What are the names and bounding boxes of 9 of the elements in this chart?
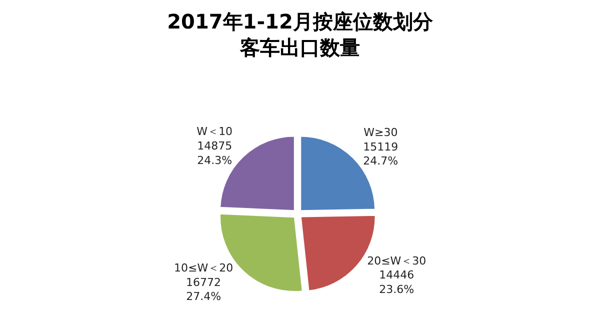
slice-label: W＜10 bbox=[196, 125, 233, 138]
data-label: 15119 24.7% bbox=[363, 140, 398, 168]
slice-label: W≥30 bbox=[364, 126, 398, 140]
data-label: 14875 24.3% bbox=[197, 139, 232, 167]
data-label: 14446 23.6% bbox=[379, 268, 414, 296]
slice-label: 20≤W＜30 bbox=[367, 254, 426, 268]
data-label: 16772 27.4% bbox=[186, 276, 222, 304]
chart-title: 2017年1-12月按座位数划分客车出口数量 bbox=[167, 10, 434, 60]
slice-label: 10≤W＜20 bbox=[174, 262, 234, 275]
